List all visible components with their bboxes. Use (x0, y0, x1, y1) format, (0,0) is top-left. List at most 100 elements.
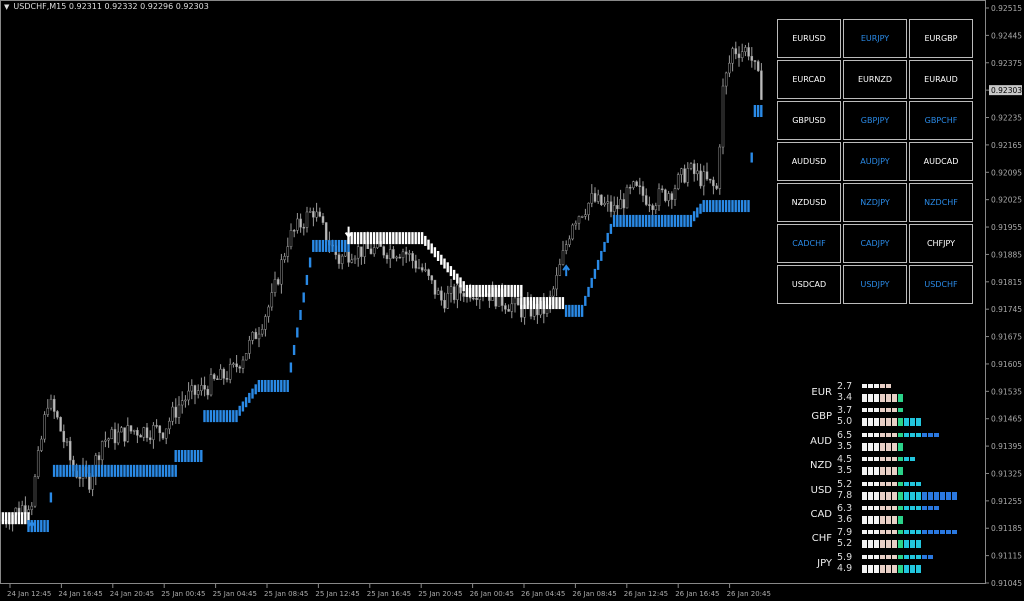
candle-body (78, 476, 82, 479)
candle-body (177, 404, 181, 418)
pair-button-cadchf[interactable]: CADCHF (777, 224, 841, 263)
candle-body (686, 168, 690, 183)
trend-band-bar (596, 259, 600, 270)
candle-body (369, 248, 373, 255)
candle-body (715, 185, 718, 189)
strength-segment (862, 554, 867, 559)
candle-body (756, 61, 760, 72)
trend-band-bar (577, 304, 581, 317)
strength-segment (874, 530, 879, 535)
trend-band-bar (340, 239, 344, 252)
strength-segment (880, 432, 885, 437)
candle-body (699, 170, 702, 187)
pair-button-nzdchf[interactable]: NZDCHF (909, 183, 973, 222)
strength-segment (868, 457, 873, 462)
strength-segment (874, 540, 879, 549)
trend-band-bar (641, 214, 645, 227)
strength-segment (886, 554, 891, 559)
trend-band-bar (273, 379, 277, 392)
candle-body (40, 438, 43, 451)
strength-segment (886, 467, 891, 476)
strength-bottom-bar (862, 442, 903, 451)
strength-bottom-bar (862, 491, 957, 500)
trend-band-bar (296, 327, 299, 338)
pair-button-gbpchf[interactable]: GBPCHF (909, 101, 973, 140)
candle-body (561, 250, 565, 265)
trend-band-bar (49, 492, 53, 503)
trend-band-bar (104, 464, 107, 477)
trend-band-bar (417, 232, 421, 245)
trend-band-bar (302, 292, 305, 303)
time-tick-label: 26 Jan 04:45 (521, 590, 565, 598)
strength-top-value: 4.5 (837, 454, 853, 466)
pair-button-eurnzd[interactable]: EURNZD (843, 60, 907, 99)
trend-band-bar (708, 200, 712, 213)
trend-band-bar (228, 410, 232, 423)
candle-body (152, 425, 155, 440)
candle-body (683, 168, 686, 183)
pair-button-gbpjpy[interactable]: GBPJPY (843, 101, 907, 140)
trend-band-bar (481, 284, 485, 297)
trend-band-bar (625, 214, 629, 227)
pair-button-eurcad[interactable]: EURCAD (777, 60, 841, 99)
strength-segment (862, 394, 867, 402)
candle-body (228, 363, 232, 380)
strength-segment (880, 394, 885, 402)
trend-band-bar (27, 520, 30, 533)
strength-segment (910, 540, 915, 549)
pair-button-eurgbp[interactable]: EURGBP (909, 19, 973, 58)
time-tick-label: 26 Jan 16:45 (675, 590, 719, 598)
candle-body (401, 251, 405, 258)
strength-segment (892, 394, 897, 402)
strength-segment (940, 491, 945, 500)
time-tick-label: 26 Jan 08:45 (572, 590, 616, 598)
trend-band-bar (116, 464, 120, 477)
pair-button-usdcad[interactable]: USDCAD (777, 265, 841, 304)
pair-button-euraud[interactable]: EURAUD (909, 60, 973, 99)
pair-button-nzdjpy[interactable]: NZDJPY (843, 183, 907, 222)
strength-segment (868, 408, 873, 413)
pair-button-audcad[interactable]: AUDCAD (909, 142, 973, 181)
pair-button-usdchf[interactable]: USDCHF (909, 265, 973, 304)
pair-button-usdjpy[interactable]: USDJPY (843, 265, 907, 304)
candle-body (452, 286, 456, 300)
strength-segment (862, 432, 867, 437)
pair-button-eurjpy[interactable]: EURJPY (843, 19, 907, 58)
trend-band-bar (750, 152, 753, 163)
candle-body (734, 48, 738, 55)
trend-band-bar (670, 214, 673, 227)
strength-segment (868, 384, 873, 388)
pair-button-cadjpy[interactable]: CADJPY (843, 224, 907, 263)
trend-band-bar (715, 200, 718, 213)
candle-body (289, 230, 293, 247)
strength-segment (886, 515, 891, 524)
price-tick-label: 0.91885 (991, 250, 1022, 259)
dropdown-triangle-icon[interactable]: ▼ (4, 3, 10, 11)
price-tick-label: 0.92025 (991, 196, 1022, 205)
trend-band-bar (200, 450, 203, 463)
strength-segment (940, 530, 945, 535)
strength-segment (922, 554, 927, 559)
candle-body (558, 264, 562, 276)
pair-button-audusd[interactable]: AUDUSD (777, 142, 841, 181)
trend-band-bar (360, 232, 363, 245)
trend-band-bar (17, 512, 21, 525)
trend-band-bar (308, 257, 312, 268)
pair-button-gbpusd[interactable]: GBPUSD (777, 101, 841, 140)
trend-band-bar (622, 214, 625, 227)
trend-band-bar (523, 297, 526, 310)
candle-body (46, 407, 50, 415)
pair-button-audjpy[interactable]: AUDJPY (843, 142, 907, 181)
price-tick-label: 0.92235 (991, 114, 1022, 123)
trend-band-bar (414, 232, 417, 245)
trend-band-bar (312, 239, 315, 252)
pair-button-eurusd[interactable]: EURUSD (777, 19, 841, 58)
strength-segment (880, 467, 885, 476)
trend-band-bar (564, 304, 568, 317)
trend-band-bar (427, 239, 430, 250)
pair-button-chfjpy[interactable]: CHFJPY (909, 224, 973, 263)
strength-segment (892, 515, 897, 524)
pair-button-nzdusd[interactable]: NZDUSD (777, 183, 841, 222)
strength-segment (892, 540, 897, 549)
